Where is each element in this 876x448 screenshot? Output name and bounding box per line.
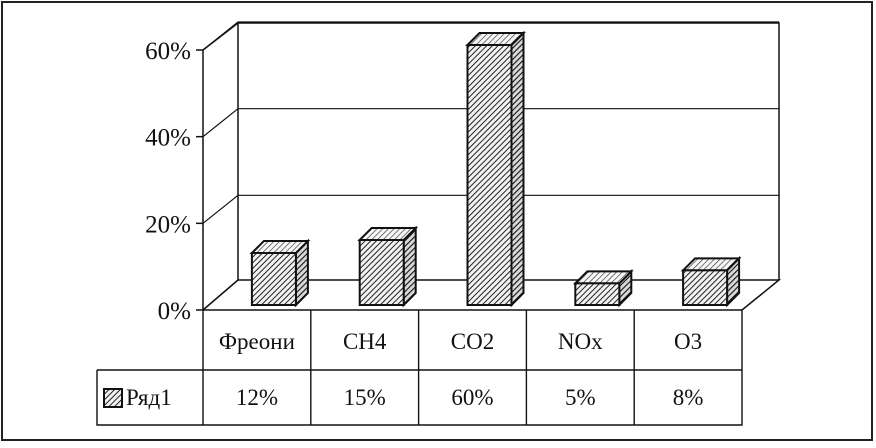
category-label: Фреони	[219, 329, 295, 354]
chart-frame	[1, 1, 873, 441]
category-label: CO2	[451, 329, 494, 354]
bar-front	[358, 239, 405, 306]
bar-front	[574, 282, 621, 307]
table-frame	[202, 310, 743, 426]
bar	[465, 30, 526, 308]
bar-front	[250, 252, 297, 306]
legend-cell-frame	[96, 370, 203, 426]
gridline	[202, 194, 779, 224]
y-axis-ticks: 0% 20% 40% 60%	[145, 38, 203, 325]
bar-front	[466, 44, 513, 306]
y-tick-label: 20%	[145, 211, 191, 238]
value-label: 60%	[451, 385, 493, 410]
left-wall-edge	[202, 279, 239, 311]
bar	[572, 268, 634, 308]
data-table: Фреони 12% CH4 15% CO2 60% NOx 5% O3 8% Ряд1	[96, 310, 743, 426]
category-label: O3	[674, 329, 702, 354]
gridline	[202, 21, 779, 51]
category-label: NOx	[558, 329, 603, 354]
value-label: 5%	[565, 385, 596, 410]
value-label: 12%	[236, 385, 278, 410]
bar	[680, 255, 742, 308]
bars	[249, 30, 742, 308]
bar-side	[510, 30, 525, 308]
y-tick-label: 60%	[145, 38, 191, 65]
y-tick-label: 40%	[145, 125, 191, 152]
back-wall	[237, 22, 780, 280]
legend-series-name: Ряд1	[126, 385, 172, 410]
value-label: 8%	[673, 385, 704, 410]
bar-front	[682, 269, 729, 307]
bar	[357, 225, 419, 308]
legend-swatch	[103, 388, 123, 408]
gridline	[202, 108, 779, 138]
value-label: 15%	[344, 385, 386, 410]
bar	[249, 238, 311, 308]
category-label: CH4	[343, 329, 387, 354]
y-tick-label: 0%	[158, 298, 191, 325]
gridlines	[202, 21, 779, 224]
